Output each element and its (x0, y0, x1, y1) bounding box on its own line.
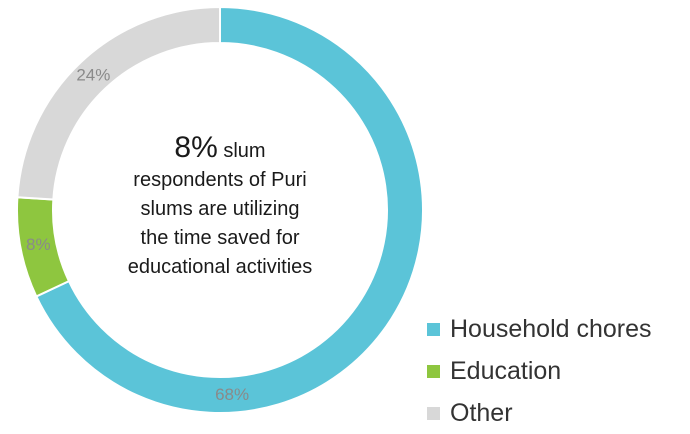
center-text-line: slums are utilizing (140, 198, 300, 220)
donut-slices (16, 5, 424, 414)
slice-other (16, 5, 221, 201)
slice-label-education: 8% (26, 235, 51, 254)
legend-swatch-household-chores (427, 322, 440, 336)
center-text-line: respondents of Puri (133, 169, 307, 191)
center-highlight-suffix: slum (217, 140, 266, 162)
center-text-line: the time saved for (140, 227, 300, 249)
legend-item-education: Education (427, 350, 652, 392)
slice-label-other: 24% (76, 66, 110, 85)
legend-item-household-chores: Household chores (427, 308, 652, 350)
center-highlight-value: 8% (174, 131, 218, 164)
legend-label-other: Other (450, 398, 513, 427)
center-annotation: 8% slum respondents of Puri slums are ut… (95, 130, 345, 282)
center-headline: 8% slum (95, 130, 345, 166)
slice-household-chores (34, 5, 424, 414)
legend: Household chores Education Other (427, 308, 652, 434)
legend-swatch-education (427, 364, 440, 378)
legend-item-other: Other (427, 392, 652, 434)
legend-label-education: Education (450, 356, 562, 385)
center-text-line: educational activities (127, 256, 313, 278)
legend-swatch-other (427, 406, 440, 420)
legend-label-household-chores: Household chores (450, 314, 652, 343)
slice-label-household-chores: 68% (215, 385, 249, 404)
donut-chart: 68% 8% 24% (16, 5, 424, 414)
slice-labels: 68% 8% 24% (26, 66, 249, 404)
